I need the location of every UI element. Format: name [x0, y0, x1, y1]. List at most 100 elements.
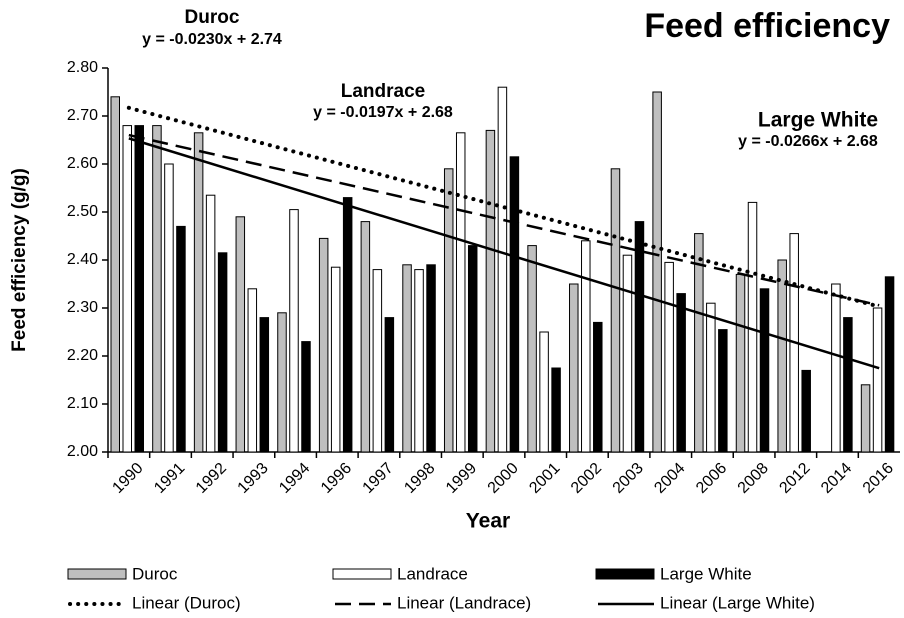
bar: [134, 125, 144, 453]
bar: [652, 91, 662, 453]
x-tick-label: 1993: [235, 460, 272, 497]
bar: [414, 269, 424, 453]
bar: [718, 329, 728, 453]
trendline-equation: y = -0.0197x + 2.68: [313, 104, 453, 121]
y-tick-label: 2.50: [67, 203, 98, 220]
trendline-label: Landrace: [341, 81, 425, 102]
legend-label: Large White: [660, 564, 752, 583]
bar: [610, 168, 621, 453]
bar: [384, 317, 395, 453]
bar: [706, 302, 716, 453]
x-tick-label: 1999: [443, 460, 480, 497]
bar: [735, 273, 746, 453]
bar: [467, 245, 478, 453]
trendline-label: Large White: [758, 109, 878, 132]
chart-title: Feed efficiency: [644, 7, 890, 45]
bar: [694, 233, 704, 453]
bar: [455, 132, 466, 453]
bar: [372, 269, 383, 453]
bar: [634, 221, 645, 453]
bar: [259, 317, 270, 453]
bar: [301, 341, 311, 453]
bar: [330, 266, 341, 453]
bar: [193, 132, 204, 453]
x-tick-label: 2008: [735, 460, 772, 497]
x-tick-label: 2006: [693, 460, 730, 497]
bar: [551, 367, 561, 453]
x-tick-label: 1994: [276, 460, 313, 497]
bar: [152, 125, 162, 453]
bar: [497, 86, 508, 453]
trendline: [126, 105, 882, 309]
legend-label: Landrace: [397, 564, 468, 583]
bar: [110, 96, 120, 453]
bar: [569, 283, 579, 453]
bar: [235, 216, 246, 453]
x-tick-label: 1997: [360, 460, 397, 497]
bar: [884, 276, 895, 453]
legend-label: Linear (Landrace): [397, 593, 531, 612]
legend-swatch: [595, 568, 655, 580]
bar: [164, 163, 174, 453]
bar: [664, 261, 674, 453]
x-tick-label: 2002: [568, 460, 605, 497]
bar: [622, 254, 633, 453]
bar: [122, 125, 132, 453]
x-tick-label: 2014: [818, 460, 855, 497]
bar: [539, 331, 549, 453]
y-tick-label: 2.20: [67, 347, 98, 364]
x-tick-label: 1991: [151, 460, 188, 497]
legend-swatch: [332, 568, 392, 580]
y-tick-label: 2.80: [67, 59, 98, 76]
bar: [289, 209, 299, 453]
bar: [831, 283, 841, 453]
bar: [593, 321, 603, 453]
bar: [176, 225, 186, 453]
x-tick-label: 2012: [776, 460, 813, 497]
bar: [581, 240, 591, 453]
x-tick-label: 1990: [109, 460, 146, 497]
trendline-equation: y = -0.0230x + 2.74: [142, 31, 282, 48]
y-tick-label: 2.10: [67, 395, 98, 412]
bar: [277, 312, 287, 453]
bar: [360, 221, 371, 453]
bar: [318, 237, 329, 453]
bar: [843, 317, 853, 453]
trendline-equation: y = -0.0266x + 2.68: [738, 133, 878, 150]
bar: [777, 259, 787, 453]
y-tick-label: 2.30: [67, 299, 98, 316]
x-tick-label: 2016: [860, 460, 897, 497]
x-tick-label: 2001: [526, 460, 563, 497]
bar: [676, 293, 686, 453]
y-tick-label: 2.70: [67, 107, 98, 124]
bar: [509, 156, 520, 453]
bar: [426, 264, 436, 453]
legend-label: Linear (Duroc): [132, 593, 241, 612]
x-tick-label: 1992: [193, 460, 230, 497]
y-tick-label: 2.00: [67, 443, 98, 460]
legend-swatch: [67, 568, 127, 580]
trendline: [128, 133, 880, 307]
x-tick-label: 2004: [651, 460, 688, 497]
y-tick-label: 2.40: [67, 251, 98, 268]
bar: [342, 197, 353, 453]
bar: [527, 245, 537, 453]
bar: [860, 384, 871, 453]
trendline: [128, 137, 880, 370]
trendline-label: Duroc: [185, 7, 240, 28]
y-tick-label: 2.60: [67, 155, 98, 172]
y-axis-label: Feed efficiency (g/g): [9, 168, 30, 352]
bar: [205, 194, 216, 453]
legend-label: Linear (Large White): [660, 593, 815, 612]
bar: [402, 264, 412, 453]
bar: [485, 129, 496, 453]
bar: [217, 252, 228, 453]
bar: [247, 288, 258, 453]
x-tick-label: 2003: [610, 460, 647, 497]
x-tick-label: 1996: [318, 460, 355, 497]
x-axis-label: Year: [466, 510, 510, 533]
bar: [759, 288, 770, 453]
legend-label: Duroc: [132, 564, 178, 583]
